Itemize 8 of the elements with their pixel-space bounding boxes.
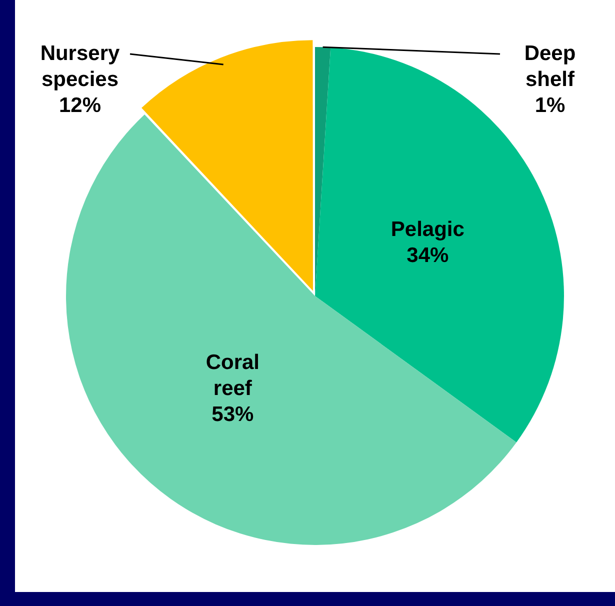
- slice-label: Coral reef: [206, 351, 260, 400]
- slice-label: Pelagic: [390, 218, 465, 241]
- data-label: 12%: [58, 94, 102, 117]
- slice-label: Nursery species: [40, 42, 120, 91]
- data-label: 53%: [212, 403, 254, 426]
- data-label: 1%: [534, 94, 566, 117]
- slice-label: Deep shelf: [524, 42, 576, 91]
- data-label: 34%: [406, 244, 449, 267]
